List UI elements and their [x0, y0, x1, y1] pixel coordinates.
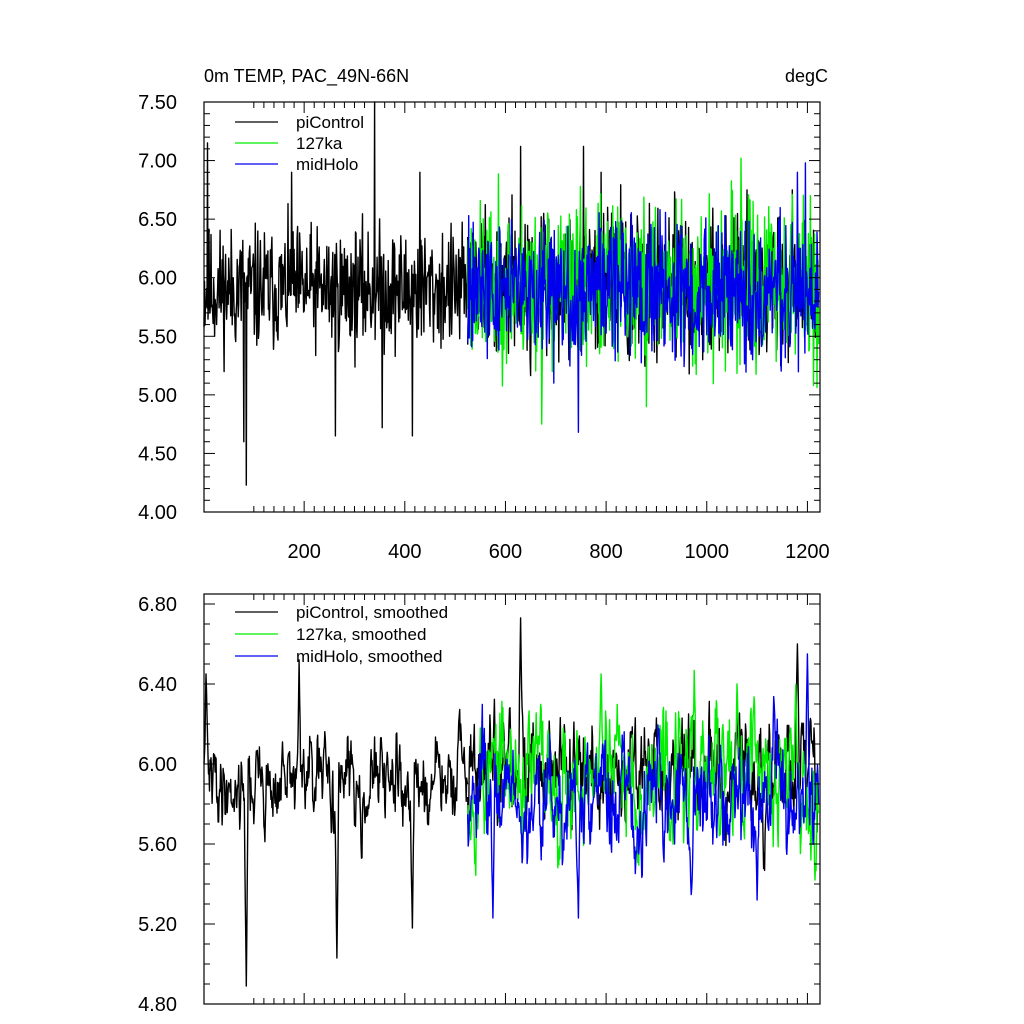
bottom-legend-label-2: midHolo, smoothed — [296, 647, 442, 666]
top-y-tick-label: 7.00 — [138, 151, 177, 173]
bottom-y-tick-label: 6.80 — [138, 594, 177, 616]
top-y-tick-label: 6.50 — [138, 209, 177, 231]
plot-layer: 7.50 7.00 6.50 6.00 5.50 5.00 4.50 4.00 200 400 60… — [138, 92, 830, 1016]
bottom-legend: piControl, smoothed 127ka, smoothed midH… — [235, 603, 448, 666]
top-legend: piControl 127ka midHolo — [235, 113, 364, 174]
top-chart: 7.50 7.00 6.50 6.00 5.50 5.00 4.50 4.00 200 400 60… — [138, 92, 830, 563]
bottom-y-tick-label: 5.20 — [138, 914, 177, 936]
top-series-line-3 — [467, 162, 820, 433]
bottom-y-tick-label: 6.40 — [138, 674, 177, 696]
top-y-tick-label: 4.50 — [138, 443, 177, 465]
bottom-y-tick-label: 4.80 — [138, 994, 177, 1016]
top-plot-frame — [203, 101, 821, 513]
top-y-tick-label: 7.50 — [138, 92, 177, 114]
top-legend-label-0: piControl — [296, 113, 364, 132]
bottom-series-line-3 — [467, 653, 820, 919]
bottom-legend-label-1: 127ka, smoothed — [296, 625, 426, 644]
top-y-tick-label: 6.00 — [138, 268, 177, 290]
top-y-tick-label: 5.00 — [138, 385, 177, 407]
top-x-tick-label: 200 — [287, 541, 320, 563]
top-series-line-0 — [203, 101, 469, 486]
top-x-tick-label: 800 — [589, 541, 622, 563]
bottom-chart: 6.80 6.40 6.00 5.60 5.20 4.80 — [138, 593, 821, 1016]
top-legend-label-1: 127ka — [296, 134, 343, 153]
bottom-legend-label-0: piControl, smoothed — [296, 603, 448, 622]
bottom-series-line-0 — [203, 659, 469, 987]
top-x-tick-label: 400 — [388, 541, 421, 563]
top-x-tick-label: 1200 — [785, 541, 830, 563]
top-chart-units: degC — [785, 66, 828, 86]
top-y-tick-label: 5.50 — [138, 326, 177, 348]
top-chart-title: 0m TEMP, PAC_49N-66N — [204, 66, 409, 87]
bottom-plot-frame — [203, 593, 821, 1005]
top-x-tick-label: 1000 — [685, 541, 730, 563]
bottom-y-tick-label: 5.60 — [138, 834, 177, 856]
top-y-tick-label: 4.00 — [138, 502, 177, 524]
top-x-tick-label: 600 — [489, 541, 522, 563]
top-legend-label-2: midHolo — [296, 155, 358, 174]
bottom-y-tick-label: 6.00 — [138, 754, 177, 776]
